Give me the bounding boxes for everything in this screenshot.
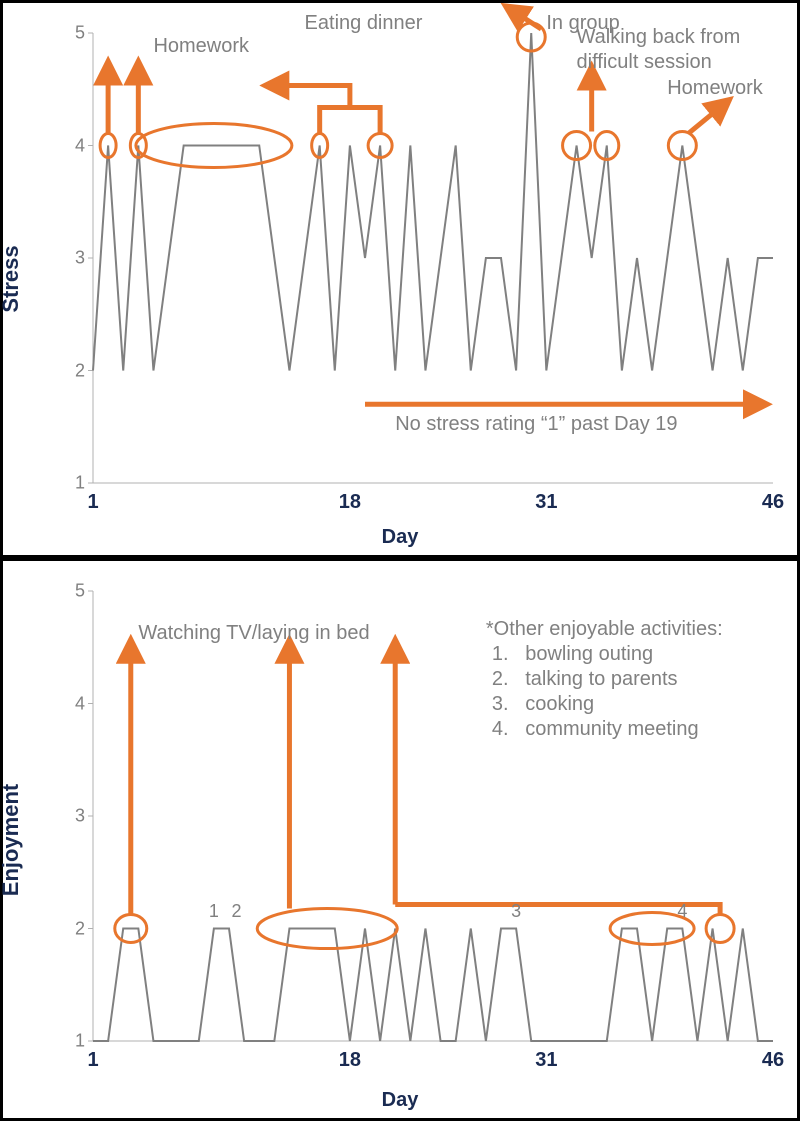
stress-annot-homework: Homework [153,34,249,59]
enjoyment-xtick: 31 [535,1049,557,1072]
enjoyment-xtick: 46 [762,1049,784,1072]
enjoyment-xtick: 1 [87,1049,98,1072]
enjoyment-panel: Enjoyment Day Watching TV/laying in bed … [0,558,800,1121]
stress-annot-eating-dinner: Eating dinner [305,11,423,36]
stress-xtick: 31 [535,491,557,514]
enjoyment-peak-number: 4 [677,901,687,922]
enjoyment-ytick: 2 [61,918,85,939]
enjoyment-peak-number: 2 [232,901,242,922]
enjoyment-annot-other-activities: *Other enjoyable activities:1. bowling o… [486,617,723,742]
stress-xtick: 1 [87,491,98,514]
stress-xtick: 18 [339,491,361,514]
stress-panel-inner: Stress Day Homework Eating dinner In gro… [3,3,797,555]
stress-xtick: 46 [762,491,784,514]
enjoyment-xtick: 18 [339,1049,361,1072]
enjoyment-peak-number: 1 [209,901,219,922]
stress-ytick: 5 [61,23,85,44]
stress-ytick: 2 [61,360,85,381]
stress-annot-homework-2: Homework [667,76,763,101]
enjoyment-ytick: 3 [61,806,85,827]
stress-ytick: 1 [61,473,85,494]
stress-annot-walking-back: Walking back fromdifficult session [577,25,741,75]
enjoyment-peak-number: 3 [511,901,521,922]
enjoyment-ytick: 4 [61,693,85,714]
enjoyment-annot-watching-tv: Watching TV/laying in bed [138,621,369,646]
enjoyment-panel-inner: Enjoyment Day Watching TV/laying in bed … [3,561,797,1118]
stress-panel: Stress Day Homework Eating dinner In gro… [0,0,800,558]
enjoyment-ytick: 5 [61,581,85,602]
stress-annot-no-rate: No stress rating “1” past Day 19 [395,412,677,437]
stress-ytick: 4 [61,135,85,156]
stress-ytick: 3 [61,248,85,269]
enjoyment-ytick: 1 [61,1031,85,1052]
